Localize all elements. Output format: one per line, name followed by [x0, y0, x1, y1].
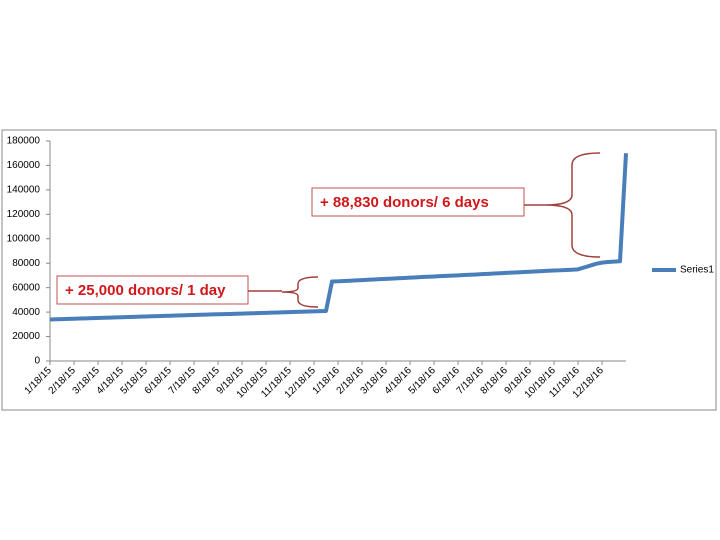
brace	[544, 152, 601, 258]
y-tick-label: 80000	[12, 258, 40, 269]
annotation-box	[311, 187, 525, 217]
annotation: + 88,830 donors/ 6 days	[320, 194, 489, 211]
brace	[281, 276, 319, 308]
chart-frame	[1, 129, 717, 411]
legend-label: Series1	[680, 265, 714, 276]
annotation-box	[56, 275, 249, 305]
y-tick-label: 20000	[12, 331, 40, 342]
y-tick-label: 100000	[7, 233, 41, 244]
y-tick-label: 40000	[12, 307, 40, 318]
y-tick-label: 120000	[7, 209, 41, 220]
y-tick-label: 180000	[7, 136, 41, 147]
y-tick-label: 140000	[7, 185, 41, 196]
annotation: + 25,000 donors/ 1 day	[65, 282, 226, 299]
y-tick-label: 60000	[12, 282, 40, 293]
series-line	[49, 153, 628, 322]
y-tick-label: 0	[34, 356, 40, 367]
y-tick-label: 160000	[7, 160, 41, 171]
